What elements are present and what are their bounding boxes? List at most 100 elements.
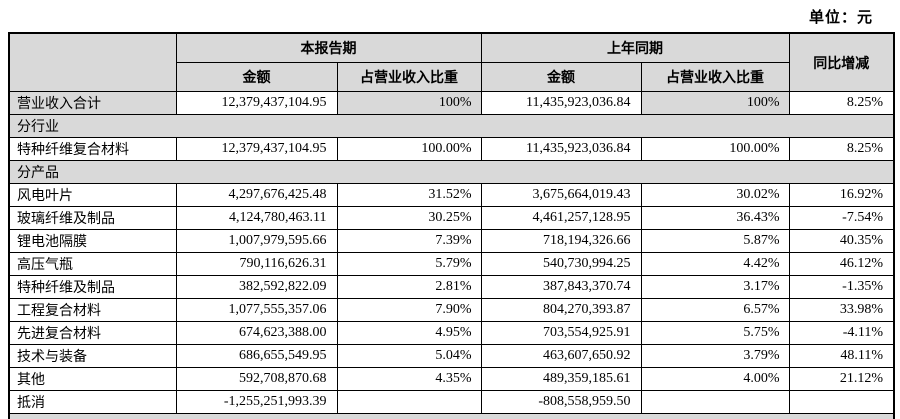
percent-cell	[640, 390, 790, 414]
amount-cell: 387,843,370.74	[480, 275, 642, 299]
header-current-period: 本报告期	[175, 32, 482, 63]
amount-cell: 4,124,780,463.11	[175, 206, 338, 230]
table-row: 特种纤维及制品 382,592,822.09 2.81% 387,843,370.74…	[8, 275, 895, 299]
row-label: 先进复合材料	[8, 321, 177, 345]
percent-cell: 6.57%	[640, 298, 790, 322]
header-row-measures: 金额 占营业收入比重 金额 占营业收入比重	[9, 62, 894, 92]
amount-cell: 703,554,925.91	[480, 321, 642, 345]
amount-cell: 40.35%	[788, 229, 895, 253]
row-label: 营业收入合计	[8, 91, 177, 115]
section-row	[8, 413, 895, 419]
amount-cell: 4,461,257,128.95	[480, 206, 642, 230]
percent-cell: 100.00%	[336, 137, 482, 161]
amount-cell: 48.11%	[788, 344, 895, 368]
row-label: 抵消	[8, 390, 177, 414]
table-row: 玻璃纤维及制品 4,124,780,463.11 30.25% 4,461,257,1…	[8, 206, 895, 230]
amount-cell: 686,655,549.95	[175, 344, 338, 368]
amount-cell: 11,435,923,036.84	[480, 137, 642, 161]
corner-cell	[8, 32, 177, 92]
unit-label: 单位：元	[808, 10, 873, 26]
amount-cell: 1,077,555,357.06	[175, 298, 338, 322]
percent-cell: 7.39%	[336, 229, 482, 253]
percent-cell: 36.43%	[640, 206, 790, 230]
amount-cell: 790,116,626.31	[175, 252, 338, 276]
row-label: 锂电池隔膜	[8, 229, 177, 253]
amount-cell: 21.12%	[788, 367, 895, 391]
section-label: 分产品	[8, 160, 895, 184]
percent-cell: 4.42%	[640, 252, 790, 276]
amount-cell: 463,607,650.92	[480, 344, 642, 368]
percent-cell: 5.04%	[336, 344, 482, 368]
section-label: 分行业	[8, 114, 895, 138]
amount-cell: 4,297,676,425.48	[175, 183, 338, 207]
row-label: 玻璃纤维及制品	[8, 206, 177, 230]
section-row: 分行业	[8, 114, 895, 138]
header-pct-current: 占营业收入比重	[336, 62, 482, 92]
amount-cell: -4.11%	[788, 321, 895, 345]
amount-cell	[788, 390, 895, 414]
amount-cell: -1.35%	[788, 275, 895, 299]
amount-cell: -7.54%	[788, 206, 895, 230]
percent-cell: 3.79%	[640, 344, 790, 368]
amount-cell: -808,558,959.50	[480, 390, 642, 414]
percent-cell: 5.87%	[640, 229, 790, 253]
amount-cell: -1,255,251,993.39	[175, 390, 338, 414]
percent-cell: 2.81%	[336, 275, 482, 299]
amount-cell: 592,708,870.68	[175, 367, 338, 391]
table-row: 工程复合材料 1,077,555,357.06 7.90% 804,270,393.8…	[8, 298, 895, 322]
table-row: 锂电池隔膜 1,007,979,595.66 7.39% 718,194,326.66…	[8, 229, 895, 253]
amount-cell: 540,730,994.25	[480, 252, 642, 276]
header-prior-period: 上年同期	[480, 32, 790, 63]
amount-cell: 1,007,979,595.66	[175, 229, 338, 253]
amount-cell: 11,435,923,036.84	[480, 91, 642, 115]
row-label: 特种纤维及制品	[8, 275, 177, 299]
percent-cell: 5.79%	[336, 252, 482, 276]
amount-cell: 8.25%	[788, 137, 895, 161]
table-body: 营业收入合计 12,379,437,104.95 100% 11,435,923,03…	[8, 91, 895, 419]
percent-cell: 30.25%	[336, 206, 482, 230]
header-amount-prior: 金额	[480, 62, 642, 92]
row-label: 特种纤维复合材料	[8, 137, 177, 161]
amount-cell: 804,270,393.87	[480, 298, 642, 322]
amount-cell: 382,592,822.09	[175, 275, 338, 299]
amount-cell: 674,623,388.00	[175, 321, 338, 345]
header-amount-current: 金额	[175, 62, 338, 92]
header-pct-prior: 占营业收入比重	[640, 62, 790, 92]
header-row-periods: 本报告期 上年同期 同比增减	[8, 32, 895, 92]
row-label: 高压气瓶	[8, 252, 177, 276]
percent-cell: 30.02%	[640, 183, 790, 207]
percent-cell: 31.52%	[336, 183, 482, 207]
percent-cell: 100.00%	[640, 137, 790, 161]
amount-cell: 12,379,437,104.95	[175, 137, 338, 161]
table-row: 营业收入合计 12,379,437,104.95 100% 11,435,923,03…	[8, 91, 895, 115]
section-label	[8, 413, 895, 419]
percent-cell: 4.35%	[336, 367, 482, 391]
row-label: 其他	[8, 367, 177, 391]
percent-cell: 3.17%	[640, 275, 790, 299]
percent-cell: 5.75%	[640, 321, 790, 345]
table-row: 高压气瓶 790,116,626.31 5.79% 540,730,994.25 4.4…	[8, 252, 895, 276]
table-row: 技术与装备 686,655,549.95 5.04% 463,607,650.92 3.…	[8, 344, 895, 368]
percent-cell: 7.90%	[336, 298, 482, 322]
table-header: 本报告期 上年同期 同比增减 金额 占营业收入比重 金额 占营业收入比重	[8, 32, 895, 92]
section-row: 分产品	[8, 160, 895, 184]
percent-cell: 4.00%	[640, 367, 790, 391]
header-yoy-change: 同比增减	[788, 32, 895, 92]
table-row: 抵消 -1,255,251,993.39 -808,558,959.50	[8, 390, 895, 414]
table-row: 先进复合材料 674,623,388.00 4.95% 703,554,925.91 5…	[8, 321, 895, 345]
revenue-breakdown-table: 本报告期 上年同期 同比增减 金额 占营业收入比重 金额 占营业收入比重 营业收…	[8, 32, 895, 419]
amount-cell: 46.12%	[788, 252, 895, 276]
amount-cell: 3,675,664,019.43	[480, 183, 642, 207]
amount-cell: 16.92%	[788, 183, 895, 207]
amount-cell: 489,359,185.61	[480, 367, 642, 391]
table-row: 风电叶片 4,297,676,425.48 31.52% 3,675,664,019.…	[8, 183, 895, 207]
table-row: 其他 592,708,870.68 4.35% 489,359,185.61 4.00%…	[8, 367, 895, 391]
percent-cell	[336, 390, 482, 414]
row-label: 风电叶片	[8, 183, 177, 207]
amount-cell: 33.98%	[788, 298, 895, 322]
percent-cell: 100%	[336, 91, 482, 115]
row-label: 工程复合材料	[8, 298, 177, 322]
percent-cell: 100%	[640, 91, 790, 115]
amount-cell: 12,379,437,104.95	[175, 91, 338, 115]
